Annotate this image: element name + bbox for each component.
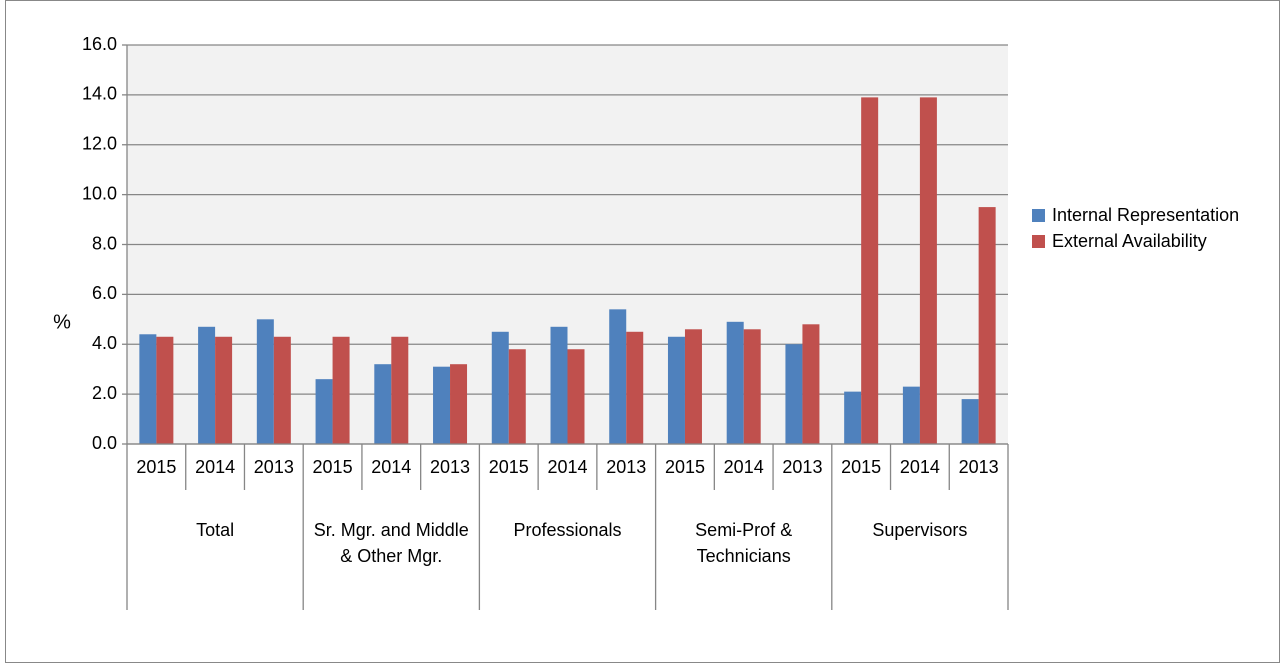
bar [684, 329, 702, 444]
bar [861, 97, 879, 445]
x-tick-label: 2015 [665, 457, 705, 477]
bar [626, 331, 644, 444]
x-tick-label: 2013 [782, 457, 822, 477]
x-tick-label: 2013 [606, 457, 646, 477]
legend-item: External Availability [1030, 228, 1260, 254]
bar [978, 207, 996, 444]
bar [374, 364, 392, 444]
x-tick-label: 2014 [724, 457, 764, 477]
bar [332, 336, 350, 444]
bar [450, 364, 468, 444]
legend-item: Internal Representation [1030, 202, 1260, 228]
x-tick-label: 2014 [900, 457, 940, 477]
y-tick-label: 12.0 [82, 134, 117, 154]
bar [256, 319, 274, 444]
bar [609, 309, 627, 444]
bar [198, 326, 216, 444]
bar [667, 336, 685, 444]
bar [844, 391, 862, 444]
bar [902, 386, 920, 444]
bar [550, 326, 568, 444]
y-tick-label: 8.0 [92, 233, 117, 253]
group-label: Supervisors [872, 520, 968, 540]
x-tick-label: 2013 [430, 457, 470, 477]
x-tick-label: 2013 [959, 457, 999, 477]
y-tick-label: 4.0 [92, 333, 117, 353]
bar [433, 366, 451, 444]
legend-label: Internal Representation [1052, 205, 1240, 225]
bar [802, 324, 820, 444]
bar [919, 97, 937, 445]
bar [743, 329, 761, 444]
bar [491, 331, 509, 444]
bar [508, 349, 526, 444]
bar [215, 336, 233, 444]
bar [139, 334, 157, 444]
y-tick-label: 14.0 [82, 84, 117, 104]
legend-swatch [1032, 235, 1045, 248]
group-label: Professionals [513, 520, 622, 540]
y-tick-label: 6.0 [92, 283, 117, 303]
bar [961, 399, 979, 444]
x-tick-label: 2015 [489, 457, 529, 477]
legend-swatch [1032, 209, 1045, 222]
group-label: Sr. Mgr. and Middle & Other Mgr. [313, 520, 469, 566]
y-tick-label: 10.0 [82, 183, 117, 203]
bar [785, 344, 803, 444]
y-tick-label: 16.0 [82, 34, 117, 54]
x-tick-label: 2015 [841, 457, 881, 477]
x-tick-label: 2013 [254, 457, 294, 477]
group-label: Total [196, 520, 235, 540]
bar [391, 336, 409, 444]
legend: Internal Representation External Availabi… [1030, 202, 1260, 254]
legend-label: External Availability [1052, 231, 1207, 251]
y-tick-label: 0.0 [92, 433, 117, 453]
y-axis-title: % [53, 311, 71, 333]
bar [273, 336, 291, 444]
bar [156, 336, 174, 444]
bar [567, 349, 585, 444]
x-tick-label: 2015 [136, 457, 176, 477]
bar [726, 321, 744, 444]
x-tick-label: 2014 [195, 457, 235, 477]
x-tick-label: 2014 [371, 457, 411, 477]
bar [315, 379, 333, 444]
y-tick-label: 2.0 [92, 383, 117, 403]
group-label: Semi-Prof & Technicians [695, 520, 793, 566]
x-tick-label: 2014 [547, 457, 587, 477]
x-tick-label: 2015 [313, 457, 353, 477]
